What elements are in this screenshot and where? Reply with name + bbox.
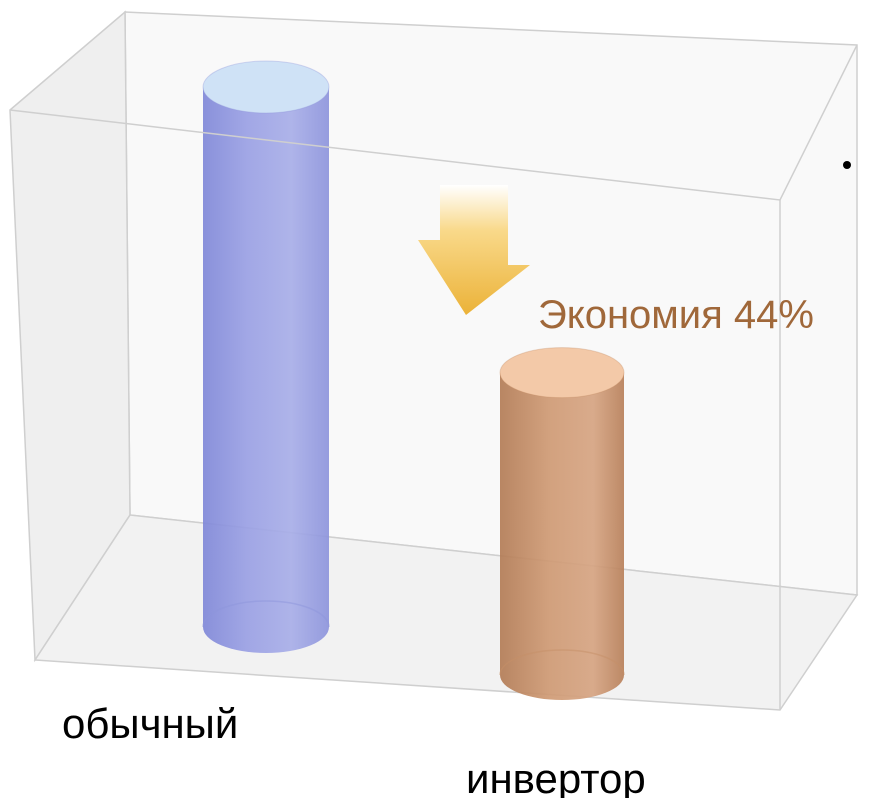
bar-top-cap-1 xyxy=(499,347,625,399)
bar-cylinder-1 xyxy=(499,347,625,700)
bar-body-0 xyxy=(203,87,329,653)
box-front-edges xyxy=(9,44,858,710)
bars-group xyxy=(202,60,625,700)
down-arrow-icon xyxy=(418,185,530,315)
box-frame xyxy=(9,10,859,711)
bullet-dot xyxy=(843,161,851,169)
bar-base-rim-0 xyxy=(202,600,330,628)
bar-top-cap-0 xyxy=(202,60,330,114)
category-label-0: обычный xyxy=(62,700,238,747)
bar-body-1 xyxy=(500,372,624,700)
savings-annotation: Экономия 44% xyxy=(538,293,814,337)
category-label-1: инвертор xyxy=(466,755,646,798)
bar-cylinder-0 xyxy=(202,60,330,653)
bar-base-rim-1 xyxy=(499,649,625,676)
